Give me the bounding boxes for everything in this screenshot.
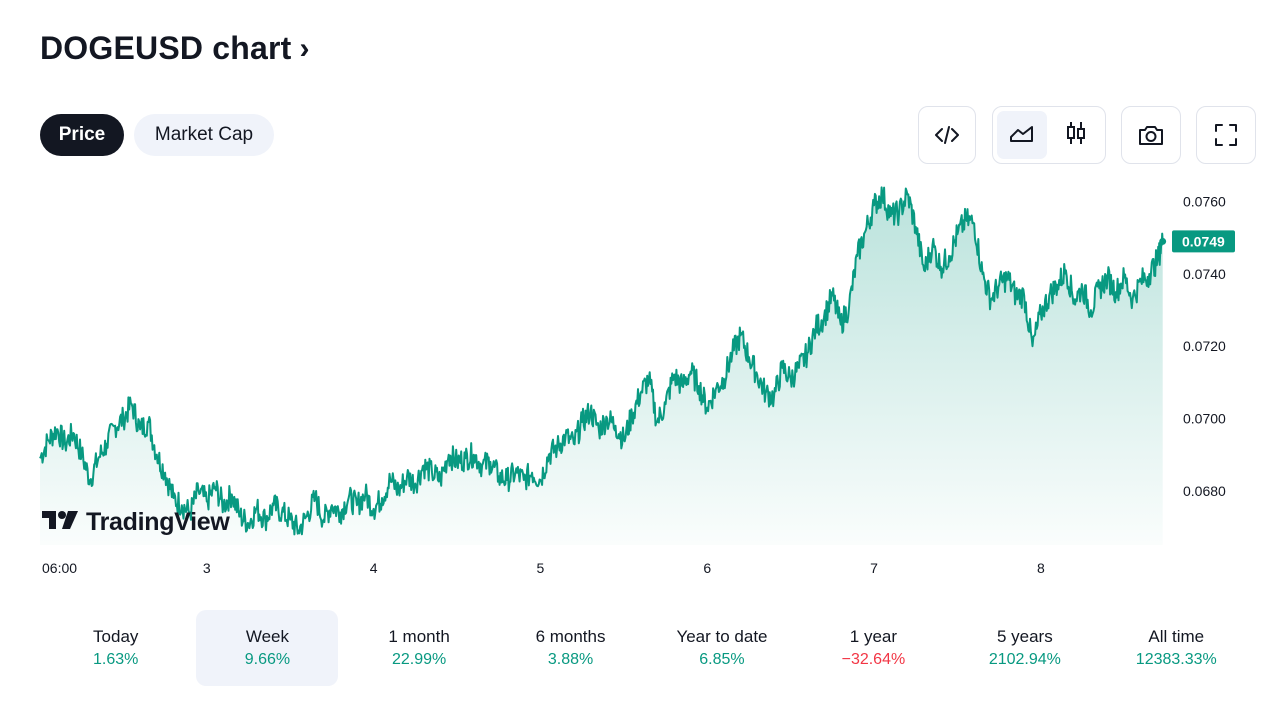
price-line bbox=[39, 186, 1164, 536]
candlestick-icon bbox=[1062, 119, 1090, 152]
fullscreen-icon bbox=[1212, 121, 1240, 149]
period-today[interactable]: Today 1.63% bbox=[40, 610, 191, 686]
period-change: 9.66% bbox=[244, 651, 291, 668]
fullscreen-button[interactable] bbox=[1196, 106, 1256, 164]
price-chart[interactable]: 0.0760 0.0740 0.0720 0.0700 0.0680 0.0749 06:… bbox=[0, 180, 1280, 590]
last-price-badge bbox=[1172, 230, 1235, 253]
candlestick-button[interactable] bbox=[1051, 111, 1101, 159]
area-chart-icon bbox=[1008, 119, 1036, 152]
x-tick-label: 3 bbox=[203, 560, 211, 576]
period-label: 1 month bbox=[388, 627, 450, 646]
period-label: 6 months bbox=[535, 627, 606, 646]
x-tick-label: 6 bbox=[703, 560, 711, 576]
period-change: 12383.33% bbox=[1135, 651, 1217, 668]
page-title[interactable]: DOGEUSD chart › bbox=[40, 30, 310, 67]
code-icon bbox=[933, 121, 961, 149]
area-chart-button[interactable] bbox=[997, 111, 1047, 159]
period-change: 2102.94% bbox=[988, 651, 1061, 668]
snapshot-button[interactable] bbox=[1121, 106, 1181, 164]
period-year-to-date[interactable]: Year to date 6.85% bbox=[646, 610, 797, 686]
x-tick-label: 5 bbox=[537, 560, 545, 576]
period-week[interactable]: Week 9.66% bbox=[196, 610, 339, 686]
last-price-label: 0.0749 bbox=[1182, 233, 1225, 249]
chart-type-group bbox=[992, 106, 1106, 164]
watermark-text: TradingView bbox=[86, 508, 230, 536]
period-change: 1.63% bbox=[93, 651, 139, 668]
x-tick-label: 7 bbox=[870, 560, 878, 576]
period-label: Year to date bbox=[676, 627, 768, 646]
period-change: 22.99% bbox=[391, 651, 447, 668]
period-label: 5 years bbox=[996, 627, 1053, 646]
embed-button[interactable] bbox=[918, 106, 976, 164]
x-tick-label: 4 bbox=[370, 560, 378, 576]
period-5-years[interactable]: 5 years 2102.94% bbox=[949, 610, 1100, 686]
period-label: Week bbox=[245, 627, 289, 646]
price-area-fill bbox=[40, 187, 1163, 545]
period-1-month[interactable]: 1 month 22.99% bbox=[343, 610, 494, 686]
chart-title[interactable]: DOGEUSD chart bbox=[40, 30, 292, 66]
tab-price[interactable]: Price bbox=[40, 114, 124, 156]
tab-market-cap[interactable]: Market Cap bbox=[134, 114, 274, 156]
period-change: −32.64% bbox=[841, 651, 906, 668]
period-label: Today bbox=[93, 627, 139, 646]
period-1-year[interactable]: 1 year −32.64% bbox=[798, 610, 949, 686]
x-tick-label: 8 bbox=[1037, 560, 1045, 576]
y-tick-label: 0.0680 bbox=[1183, 483, 1226, 499]
period-selector: Today 1.63% Week 9.66% 1 month 22.99% 6 months… bbox=[40, 610, 1252, 686]
chevron-right-icon[interactable]: › bbox=[299, 31, 310, 65]
camera-icon bbox=[1136, 121, 1166, 149]
period-label: 1 year bbox=[849, 627, 898, 646]
period-change: 6.85% bbox=[699, 651, 745, 668]
y-tick-label: 0.0760 bbox=[1183, 194, 1226, 210]
y-tick-label: 0.0740 bbox=[1183, 266, 1226, 282]
x-tick-label: 06:00 bbox=[42, 560, 77, 576]
tradingview-logo-icon bbox=[40, 509, 80, 536]
tradingview-logo: TradingView bbox=[40, 508, 230, 537]
period-6-months[interactable]: 6 months 3.88% bbox=[495, 610, 646, 686]
y-tick-label: 0.0720 bbox=[1183, 338, 1226, 354]
y-tick-label: 0.0700 bbox=[1183, 411, 1226, 427]
period-change: 3.88% bbox=[547, 651, 594, 668]
period-all-time[interactable]: All time 12383.33% bbox=[1101, 610, 1252, 686]
period-label: All time bbox=[1148, 627, 1205, 646]
last-price-point bbox=[1159, 237, 1167, 245]
